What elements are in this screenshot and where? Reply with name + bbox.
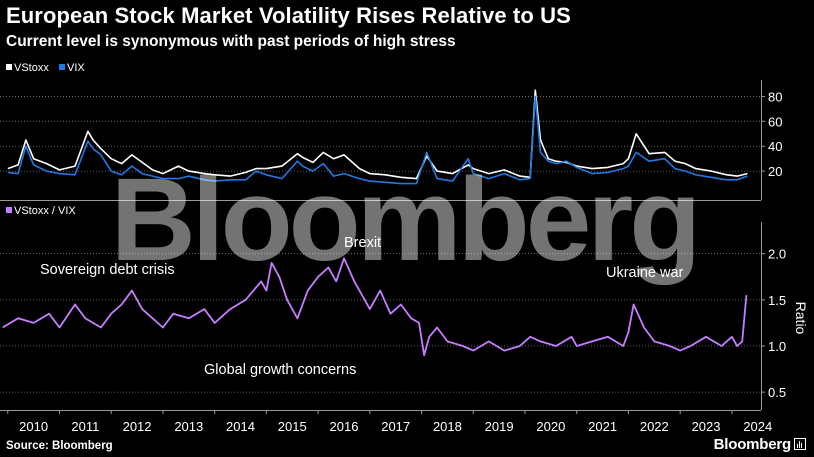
brand-logo: Bloomberg	[714, 436, 806, 453]
bar-chart-icon	[794, 438, 806, 450]
watermark: Bloomberg	[111, 154, 698, 286]
legend-label-ratio: VStoxx / VIX	[14, 205, 76, 217]
series-line-vstoxx	[7, 89, 748, 180]
top-legend: VStoxx VIX	[6, 62, 85, 74]
x-tick-label: 2012	[123, 419, 152, 434]
y-tick-label: 20	[768, 164, 782, 179]
x-tick-label: 2024	[743, 419, 772, 434]
legend-swatch-vix	[59, 64, 65, 70]
annotation-ukraine-war: Ukraine war	[606, 265, 684, 281]
x-tick-label: 2011	[71, 419, 99, 434]
x-tick-label: 2013	[174, 419, 203, 434]
source-note: Source: Bloomberg	[6, 440, 113, 452]
legend-swatch-vstoxx	[6, 64, 12, 70]
x-tick-label: 2023	[692, 419, 721, 434]
x-tick-label: 2016	[330, 419, 359, 434]
y-tick-label: 2.0	[768, 247, 786, 262]
x-axis-ticks: 2010 2011 2012 2013 2014 2015 2016 2017 2018 2019…	[7, 410, 772, 434]
legend-label-vix: VIX	[67, 62, 85, 74]
chart-title: European Stock Market Volatility Rises R…	[6, 3, 571, 28]
bottom-panel-series	[2, 257, 748, 357]
bottom-panel-gridlines	[0, 253, 761, 393]
annotation-brexit: Brexit	[344, 235, 381, 251]
x-tick-label: 2017	[381, 419, 410, 434]
x-tick-label: 2021	[588, 419, 617, 434]
x-tick-label: 2015	[278, 419, 307, 434]
brand-name: Bloomberg	[713, 436, 792, 453]
y-tick-label: 40	[768, 139, 782, 154]
top-panel-series	[7, 89, 748, 185]
y-tick-label: 60	[768, 114, 782, 129]
bottom-panel-y-ticks: 0.5 1.0 1.5 2.0	[761, 247, 786, 400]
legend-label-vstoxx: VStoxx	[14, 62, 49, 74]
annotation-global-growth-concerns: Global growth concerns	[204, 362, 356, 378]
y-tick-label: 1.5	[768, 293, 786, 308]
annotation-sovereign-debt-crisis: Sovereign debt crisis	[40, 262, 175, 278]
y-tick-label: 80	[768, 89, 782, 104]
x-tick-label: 2019	[485, 419, 514, 434]
x-tick-label: 2020	[536, 419, 565, 434]
y-axis-label-ratio: Ratio	[793, 302, 809, 335]
x-tick-label: 2010	[19, 419, 48, 434]
x-tick-label: 2014	[226, 419, 255, 434]
legend-swatch-ratio	[6, 207, 12, 213]
series-line-vix	[7, 95, 748, 185]
bottom-legend: VStoxx / VIX	[6, 205, 76, 217]
x-tick-label: 2022	[640, 419, 669, 434]
y-tick-label: 1.0	[768, 339, 786, 354]
y-tick-label: 0.5	[768, 385, 786, 400]
top-panel-y-ticks: 20 40 60 80	[761, 89, 782, 179]
chart-subtitle: Current level is synonymous with past pe…	[6, 33, 456, 50]
x-tick-label: 2018	[433, 419, 462, 434]
series-line-vstoxx-vix	[2, 257, 748, 357]
